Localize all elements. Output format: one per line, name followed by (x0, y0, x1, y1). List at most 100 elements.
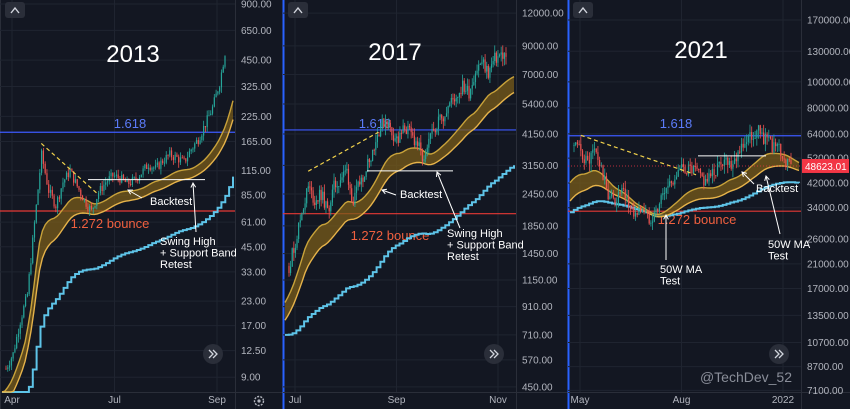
support-band-top (1, 100, 234, 393)
collapse-button-bg[interactable] (573, 2, 593, 18)
y-tick-label: 12000.00 (522, 9, 564, 20)
candle-body (470, 88, 472, 99)
price-axis[interactable] (516, 0, 568, 409)
collapse-button-bg[interactable] (5, 2, 25, 18)
candle-body (619, 192, 621, 194)
candle-body (57, 197, 59, 209)
candle-body (328, 207, 330, 212)
chevron-up-icon (578, 6, 588, 14)
candle-body (188, 151, 190, 158)
candle-body (362, 177, 364, 182)
candle-body (494, 52, 496, 62)
annotation-label: Swing High + Support Band Retest (160, 236, 237, 271)
collapse-button[interactable] (5, 2, 25, 18)
y-tick-label: 13500.00 (807, 311, 849, 322)
candle-body (195, 140, 198, 144)
chevron-up-icon (10, 6, 20, 14)
candle-body (323, 191, 325, 208)
candle-body (616, 203, 618, 205)
candle-body (62, 182, 64, 189)
candle-body (142, 168, 144, 175)
scroll-to-realtime-button[interactable] (484, 344, 504, 364)
candle-body (96, 198, 98, 206)
candle-body (734, 158, 736, 164)
candle-body (138, 177, 141, 181)
price-axis[interactable] (235, 0, 283, 409)
candle-body (7, 367, 9, 369)
candle-body (12, 352, 14, 359)
candle-body (197, 140, 199, 145)
candle-body (53, 195, 55, 207)
candle-body (302, 209, 305, 213)
candle-body (441, 115, 443, 119)
candle-body (436, 128, 438, 133)
candle-body (343, 171, 345, 178)
scroll-to-realtime-button[interactable] (203, 344, 223, 364)
x-tick-label: Jul (289, 395, 302, 406)
price-axis[interactable] (801, 0, 850, 409)
candle-body (346, 168, 348, 171)
y-tick-label: 17.00 (241, 321, 266, 332)
collapse-button[interactable] (573, 2, 593, 18)
gear-icon-ring (253, 395, 265, 407)
candle-body (78, 186, 80, 190)
fib-level-label: 1.272 bounce (71, 216, 150, 231)
candle-body (170, 150, 173, 158)
candle-body (154, 164, 157, 168)
candle-body (706, 178, 708, 182)
collapse-button[interactable] (288, 2, 308, 18)
trendline (40, 143, 99, 195)
last-price-tag (802, 158, 849, 173)
candle-body (786, 159, 789, 168)
candle-body (617, 192, 620, 204)
candle-body (460, 92, 462, 95)
candle-body (479, 63, 481, 65)
candle-body (367, 159, 369, 172)
candle-body (90, 205, 93, 209)
candle-body (447, 106, 449, 114)
candle-body (339, 180, 342, 187)
candle-body (335, 180, 337, 188)
candle-body (187, 157, 189, 162)
candle-body (672, 182, 674, 185)
candle-body (752, 138, 755, 140)
candle-body (185, 158, 187, 162)
candle-body (174, 154, 176, 161)
candle-body (423, 158, 425, 162)
candle-body (489, 67, 491, 78)
candle-body (81, 195, 84, 201)
y-tick-label: 710.00 (522, 330, 553, 341)
candle-body (588, 159, 590, 164)
candle-body (402, 125, 404, 134)
scroll-to-realtime-button[interactable] (769, 344, 789, 364)
candle-body (301, 212, 303, 221)
candle-body (597, 152, 599, 160)
candle-body (684, 166, 686, 174)
double-chevron-right-icon-2 (778, 349, 784, 359)
candle-body (638, 207, 640, 215)
candle-body (67, 172, 69, 178)
candle-body (156, 162, 158, 165)
candle-body (578, 143, 580, 145)
candle-body (471, 85, 473, 89)
candle-body (169, 150, 171, 156)
candle-body (487, 65, 489, 78)
x-tick-label: Sep (388, 395, 406, 406)
candle-body (162, 160, 164, 164)
candle-body (775, 142, 777, 147)
y-tick-label: 9.00 (241, 373, 261, 384)
candle-body (149, 167, 151, 170)
candle-body (450, 98, 452, 103)
candle-body (583, 159, 585, 164)
candle-body (87, 206, 89, 211)
candle-body (694, 165, 696, 167)
candle-body (384, 121, 387, 128)
collapse-button-bg[interactable] (288, 2, 308, 18)
candle-body (381, 118, 383, 129)
fib-level-label: 1.272 bounce (658, 212, 737, 227)
fib-level-label: 1.272 bounce (351, 228, 430, 243)
candle-body (103, 184, 105, 192)
candle-body (208, 115, 210, 117)
candle-body (71, 169, 73, 172)
gear-icon[interactable] (253, 395, 265, 407)
